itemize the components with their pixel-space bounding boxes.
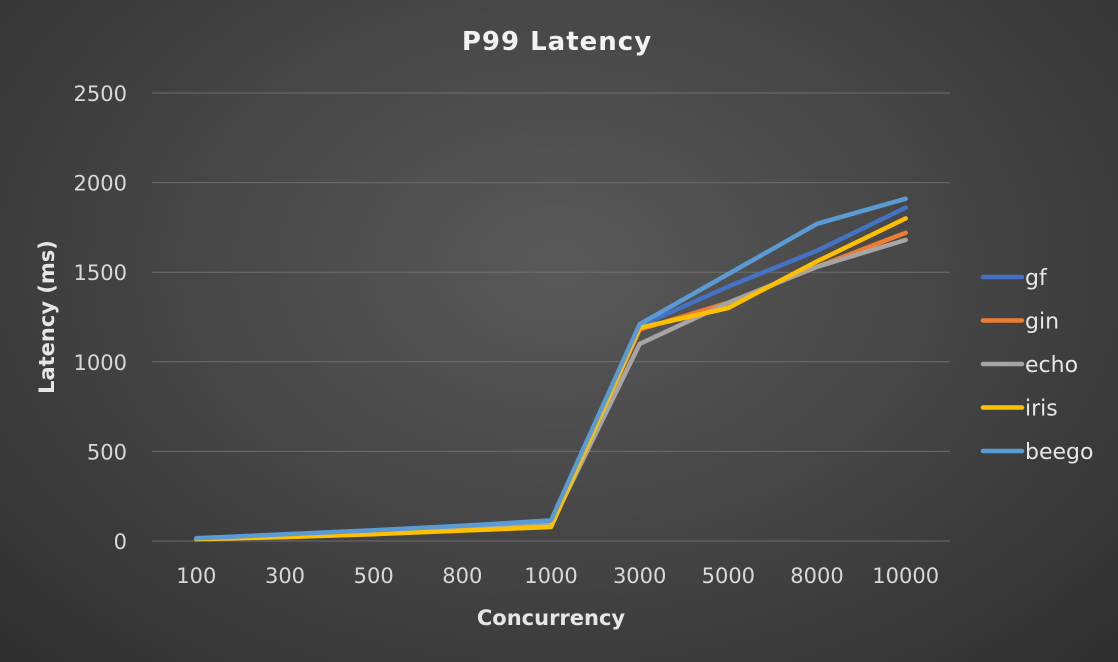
series-line-echo — [194, 237, 908, 542]
y-axis-title: Latency (ms) — [35, 240, 59, 394]
series-line-iris — [194, 216, 908, 542]
series-line-gin — [194, 230, 908, 542]
x-tick-label: 1000 — [524, 564, 577, 588]
chart-title: P99 Latency — [462, 27, 652, 57]
x-tick-label: 100 — [176, 564, 216, 588]
x-tick-label: 8000 — [790, 564, 843, 588]
y-tick-label: 2000 — [74, 172, 127, 196]
y-tick-label: 1500 — [74, 261, 127, 285]
y-tick-label: 2500 — [74, 82, 127, 106]
x-tick-label: 800 — [442, 564, 482, 588]
legend-label-gin: gin — [1025, 310, 1059, 335]
x-tick-label: 3000 — [613, 564, 666, 588]
series-line-beego — [194, 196, 908, 541]
y-tick-label: 500 — [87, 440, 127, 464]
x-tick-label: 5000 — [702, 564, 755, 588]
legend-label-iris: iris — [1025, 397, 1058, 422]
series-lines — [194, 196, 908, 542]
x-axis-ticks: 100 300 500 800 1000 3000 5000 8000 10000 — [176, 564, 939, 588]
x-axis-title: Concurrency — [477, 606, 626, 630]
legend-label-beego: beego — [1025, 440, 1093, 465]
legend-label-gf: gf — [1025, 266, 1048, 291]
series-line-gf — [194, 205, 908, 541]
x-tick-label: 10000 — [872, 564, 939, 588]
legend: gf gin echo iris beego — [980, 266, 1093, 465]
x-tick-label: 500 — [354, 564, 394, 588]
y-tick-label: 1000 — [74, 351, 127, 375]
grid-lines — [152, 92, 950, 542]
y-axis-ticks: 0 500 1000 1500 2000 2500 — [74, 82, 127, 554]
x-tick-label: 300 — [265, 564, 305, 588]
y-tick-label: 0 — [114, 530, 127, 554]
legend-label-echo: echo — [1025, 353, 1078, 378]
